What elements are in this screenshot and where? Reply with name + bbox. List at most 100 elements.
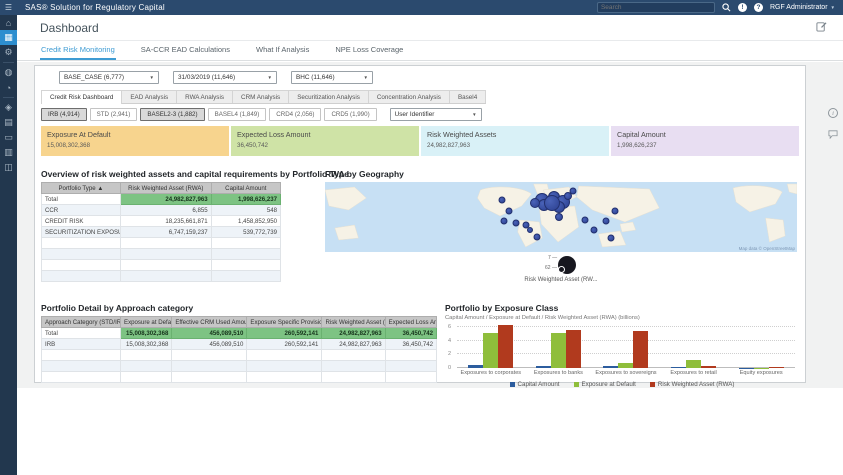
legend-item: Exposure at Default — [573, 381, 636, 388]
rwa-map-bubble[interactable] — [590, 226, 598, 234]
bar-risk-weighted-asset-rwa-[interactable] — [565, 330, 581, 368]
main-tab[interactable]: SA-CCR EAD Calculations — [140, 45, 230, 54]
bar-exposure-at-default[interactable] — [550, 333, 566, 368]
rwa-map-bubble[interactable] — [527, 226, 534, 233]
analytics-icon[interactable]: ◔ — [5, 82, 12, 93]
documents-icon[interactable]: ▤ — [4, 117, 13, 127]
world-map[interactable]: Map data © OpenStreetMap — [325, 182, 797, 252]
rwa-map-bubble[interactable] — [581, 216, 589, 224]
sub-tab[interactable]: Credit Risk Dashboard — [41, 90, 123, 104]
main-tab[interactable]: Credit Risk Monitoring — [40, 41, 116, 60]
kpi-card[interactable]: Expected Loss Amount 36,450,742 — [231, 126, 419, 156]
notifications-icon[interactable]: ! — [737, 3, 747, 12]
column-header[interactable]: Capital Amount — [210, 182, 282, 194]
settings-gear-icon[interactable]: ⚙ — [4, 47, 13, 57]
table-row[interactable]: CCR 6,855 548 — [41, 204, 282, 216]
rwa-map-bubble[interactable] — [602, 217, 610, 225]
filter-toggle-button[interactable]: IRB (4,914) — [41, 108, 87, 121]
help-icon[interactable]: ? — [753, 3, 763, 12]
table-row[interactable]: IRB 15,008,302,368 456,089,510 260,592,141 2… — [41, 338, 438, 350]
column-header[interactable]: Exposure Specific Provisions — [246, 316, 323, 328]
bar-exposure-at-default[interactable] — [483, 332, 499, 368]
dropdown-value: BHC (11,646) — [296, 74, 335, 81]
sub-tab[interactable]: Securitization Analysis — [289, 90, 369, 103]
bar-capital-amount[interactable] — [671, 367, 687, 368]
search-input[interactable] — [600, 4, 711, 11]
rwa-map-bubble[interactable] — [500, 217, 508, 224]
workflow-icon[interactable]: ◫ — [4, 162, 13, 172]
filter-dropdown[interactable]: 31/03/2019 (11,646) ▼ — [173, 71, 277, 84]
info-icon[interactable]: i — [828, 108, 838, 118]
dashboard-content: BASE_CASE (6,777) ▼ 31/03/2019 (11,646) ▼ BH… — [17, 62, 843, 388]
bar-capital-amount[interactable] — [603, 365, 619, 368]
search-icon[interactable] — [722, 0, 731, 17]
kpi-card[interactable]: Capital Amount 1,998,626,237 — [611, 126, 799, 156]
filter-dropdown[interactable]: BHC (11,646) ▼ — [291, 71, 373, 84]
filter-toggle-button[interactable]: CRD4 (2,056) — [269, 108, 322, 121]
column-header[interactable]: Effective CRM Used Amount — [171, 316, 248, 328]
bar-risk-weighted-asset-rwa-[interactable] — [633, 331, 649, 368]
column-header[interactable]: Approach Category (STD/IRB) ▲ — [41, 316, 121, 328]
filter-dropdown[interactable]: BASE_CASE (6,777) ▼ — [59, 71, 159, 84]
rwa-map-bubble[interactable] — [530, 198, 541, 208]
top-bar: ☰ SAS® Solution for Regulatory Capital !… — [0, 0, 843, 15]
column-header[interactable]: Risk Weighted Asset (RWA) — [119, 182, 212, 194]
bar-capital-amount[interactable] — [468, 365, 484, 368]
bar-risk-weighted-asset-rwa-[interactable] — [498, 325, 514, 368]
table-row[interactable]: Total 15,008,302,368 456,089,510 260,592,14… — [41, 327, 438, 339]
home-icon[interactable]: ⌂ — [5, 17, 12, 28]
rwa-map-bubble[interactable] — [498, 196, 506, 204]
column-header[interactable]: Expected Loss Amount — [384, 316, 438, 328]
bar-capital-amount[interactable] — [535, 365, 551, 368]
legend-min-value: 62 — — [545, 265, 557, 271]
rwa-map-bubble[interactable] — [554, 213, 563, 221]
filter-toggle-button[interactable]: CRD5 (1,990) — [324, 108, 377, 121]
sub-tab[interactable]: RWA Analysis — [177, 90, 234, 103]
bar-exposure-at-default[interactable] — [686, 359, 702, 368]
search-box[interactable] — [596, 2, 715, 13]
globe-report-icon[interactable]: ◍ — [4, 67, 13, 77]
user-menu[interactable]: RGF Administrator ▼ — [770, 4, 835, 11]
filter-toggle-button[interactable]: STD (2,941) — [89, 108, 138, 121]
map-section: RWA by Geography — [325, 169, 797, 283]
y-axis-tick-label: 0 — [448, 365, 452, 371]
table-row[interactable]: Total 24,982,827,963 1,998,626,237 — [41, 193, 282, 205]
bar-exposure-at-default[interactable] — [618, 362, 634, 368]
column-header[interactable]: Exposure at Default — [119, 316, 173, 328]
sub-tab[interactable]: Concentration Analysis — [368, 90, 450, 103]
filter-toggle-button[interactable]: BASEL4 (1,849) — [207, 108, 267, 121]
share-icon[interactable]: ◈ — [5, 102, 12, 112]
menu-icon[interactable]: ☰ — [4, 3, 13, 12]
bank-icon[interactable]: ▥ — [4, 147, 13, 157]
table-row[interactable]: CREDIT RISK 18,235,661,871 1,458,852,950 — [41, 215, 282, 227]
rwa-map-bubble[interactable] — [522, 221, 530, 229]
main-tab[interactable]: What If Analysis — [255, 45, 310, 54]
bar-risk-weighted-asset-rwa-[interactable] — [701, 365, 717, 368]
sub-tab[interactable]: Basel4 — [449, 90, 487, 103]
user-identifier-dropdown[interactable]: User Identifier ▼ — [389, 108, 482, 121]
dashboard-icon[interactable]: ▦ — [0, 30, 17, 45]
rwa-map-bubble[interactable] — [543, 195, 560, 211]
table-row[interactable]: SECURITIZATION EXPOSURES6,747,159,237539… — [41, 226, 282, 238]
rwa-map-bubble[interactable] — [564, 192, 573, 200]
kpi-card[interactable]: Exposure At Default 15,008,302,368 — [41, 126, 229, 156]
edit-page-icon[interactable] — [816, 19, 827, 37]
rwa-map-bubble[interactable] — [505, 207, 513, 215]
sub-tab[interactable]: CRM Analysis — [233, 90, 290, 103]
map-title: RWA by Geography — [325, 169, 404, 179]
bar-risk-weighted-asset-rwa-[interactable] — [768, 366, 784, 368]
main-tab[interactable]: NPE Loss Coverage — [335, 45, 404, 54]
comment-icon[interactable] — [828, 126, 838, 144]
filter-toggle-button[interactable]: BASEL2-3 (1,882) — [140, 108, 205, 121]
rwa-map-bubble[interactable] — [569, 187, 577, 195]
kpi-card[interactable]: Risk Weighted Assets 24,982,827,963 — [421, 126, 609, 156]
rwa-map-bubble[interactable] — [533, 233, 541, 241]
rwa-map-bubble[interactable] — [611, 207, 619, 215]
sub-tab[interactable]: EAD Analysis — [122, 90, 178, 103]
rwa-map-bubble[interactable] — [607, 234, 615, 242]
comments-icon[interactable]: ▭ — [4, 132, 13, 142]
column-header[interactable]: Risk Weighted Asset (RWA) — [321, 316, 386, 328]
column-header[interactable]: Portfolio Type ▲ — [41, 182, 121, 194]
rwa-map-bubble[interactable] — [512, 219, 520, 227]
